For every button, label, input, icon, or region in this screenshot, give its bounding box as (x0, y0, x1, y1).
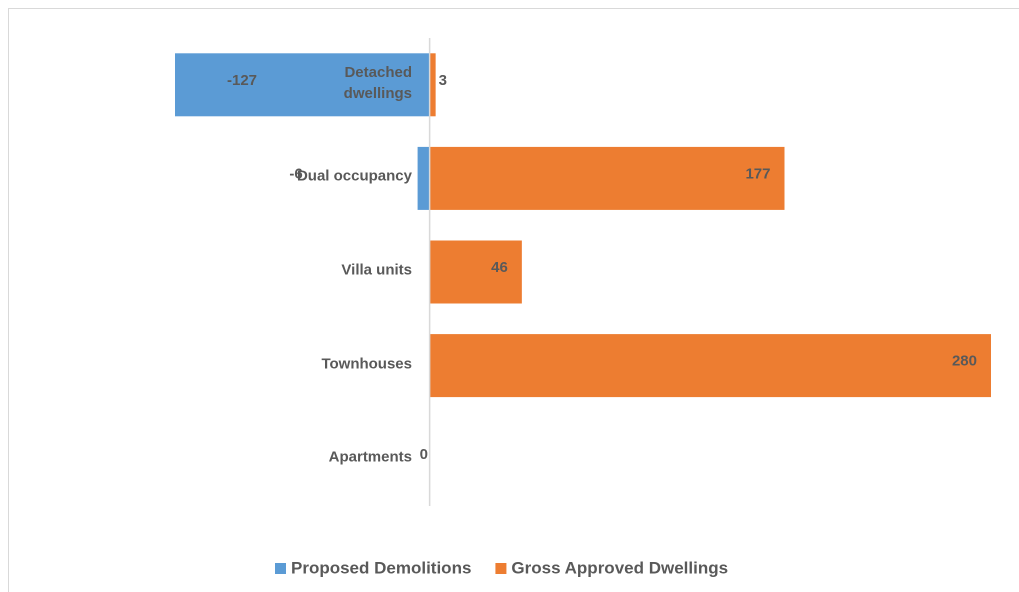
data-label: -127 (227, 72, 257, 89)
category-label: Townhouses (321, 355, 412, 373)
data-label: 280 (952, 353, 977, 370)
bar (429, 146, 785, 210)
data-label: 3 (439, 72, 447, 89)
category-label: Apartments (328, 448, 412, 466)
category-label: Villa units (341, 261, 412, 279)
bar (429, 334, 991, 398)
data-label: 46 (491, 259, 508, 276)
data-label: 0 (420, 446, 428, 463)
legend-swatch (495, 563, 507, 574)
bar (429, 240, 522, 304)
bar (417, 146, 430, 210)
chart-frame (8, 8, 1019, 592)
bar (175, 53, 430, 117)
data-label: 177 (745, 165, 770, 182)
legend-label: Proposed Demolitions (291, 558, 471, 577)
category-label: Detached dwellings (343, 63, 412, 102)
category-label: Dual occupancy (296, 167, 412, 185)
legend-label: Gross Approved Dwellings (511, 558, 728, 577)
data-label: -6 (289, 165, 302, 182)
legend-swatch (275, 563, 286, 574)
bar (429, 53, 436, 117)
